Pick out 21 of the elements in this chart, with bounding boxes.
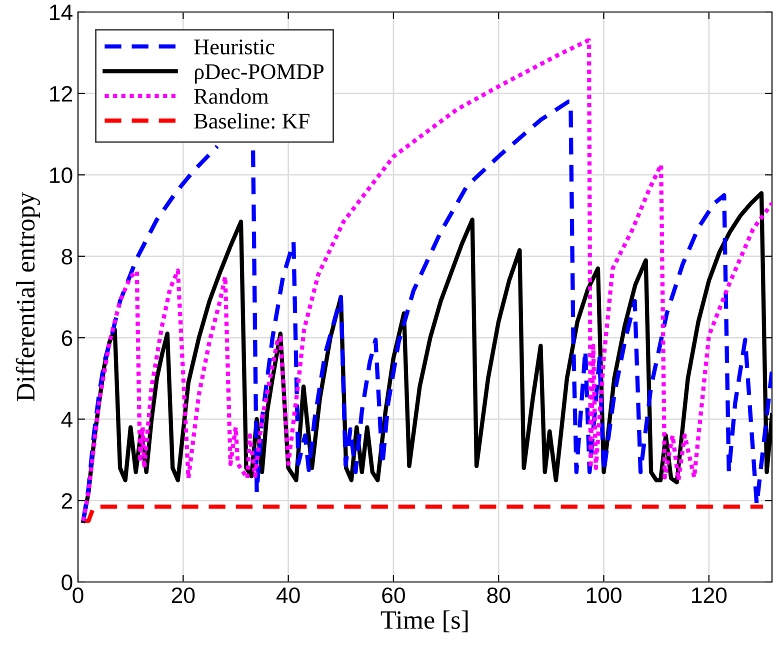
x-tick-label: 0: [72, 587, 84, 604]
legend-label: Random: [194, 88, 269, 104]
y-tick-label: 8: [62, 248, 72, 265]
legend-label: Heuristic: [194, 40, 274, 54]
y-tick-label: 10: [50, 167, 72, 184]
y-tick-label: 4: [61, 412, 72, 428]
legend-label: Baseline: KF: [194, 113, 310, 129]
legend-label: ρDec-POMDP: [194, 64, 324, 84]
x-axis-title: Time [s]: [380, 610, 468, 632]
y-tick-label: 2: [62, 493, 72, 509]
x-tick-label: 80: [487, 587, 510, 604]
x-tick-label: 120: [692, 587, 727, 604]
y-axis-title: Differential entropy: [16, 192, 40, 402]
y-tick-label: 6: [62, 330, 72, 346]
y-tick-label: 12: [50, 86, 72, 102]
x-tick-label: 20: [172, 587, 195, 604]
y-tick-label: 0: [62, 574, 72, 590]
x-tick-label: 60: [382, 587, 405, 604]
y-tick-label: 14: [50, 4, 72, 20]
x-tick-label: 100: [586, 587, 622, 604]
x-tick-label: 40: [276, 587, 300, 604]
